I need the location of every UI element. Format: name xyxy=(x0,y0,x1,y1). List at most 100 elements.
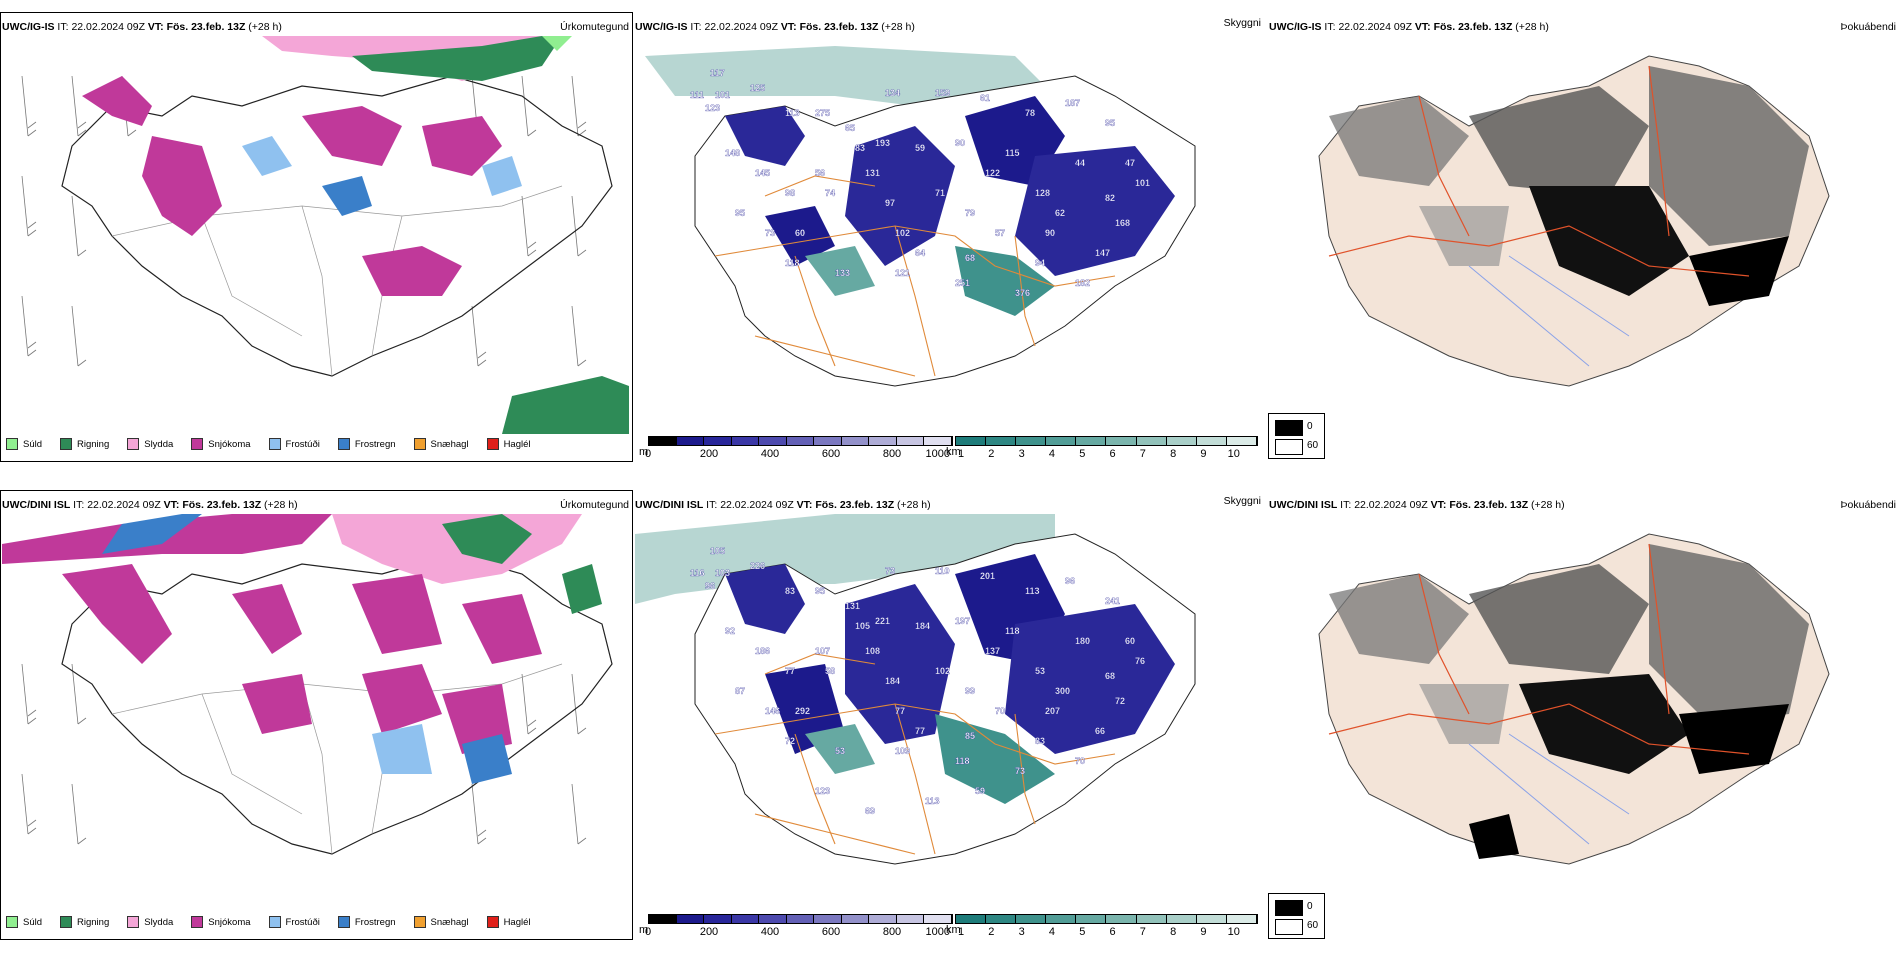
height-tick: 200 xyxy=(699,926,719,938)
visibility-label: 62 xyxy=(1055,208,1065,218)
height-tick: 0 xyxy=(644,926,652,938)
precip-areas xyxy=(82,36,629,434)
legend-item: Rigning xyxy=(60,916,109,928)
vis-tick: 9 xyxy=(1200,926,1207,938)
visibility-label: 70 xyxy=(995,706,1005,716)
fog-index-panel: UWC/DINI ISL IT: 22.02.2024 09Z VT: Fös.… xyxy=(1267,490,1900,960)
it-label: IT: xyxy=(57,21,69,33)
visibility-label: 57 xyxy=(995,228,1005,238)
lead-time: (+28 h) xyxy=(897,499,931,511)
legend-label: Súld xyxy=(23,916,43,928)
it-label: IT: xyxy=(706,499,718,511)
vt-value: Fös. 23.feb. 13Z xyxy=(799,21,879,33)
visibility-color-step xyxy=(1226,437,1257,445)
legend-swatch xyxy=(486,438,499,450)
height-colorbar-strip xyxy=(648,436,953,446)
visibility-color-step xyxy=(1226,915,1257,923)
fog-legend-high: 60 xyxy=(1307,440,1319,451)
visibility-label: 102 xyxy=(935,666,950,676)
visibility-label: 168 xyxy=(1115,218,1130,228)
model-name: UWC/DINI ISL xyxy=(2,499,71,511)
legend-item: Súld xyxy=(6,916,42,928)
visibility-label: 184 xyxy=(885,676,900,686)
legend-swatch xyxy=(60,438,73,450)
height-tick: 1000 xyxy=(925,926,950,938)
lead-time: (+28 h) xyxy=(264,499,298,511)
visibility-label: 97 xyxy=(885,198,895,208)
visibility-label: 77 xyxy=(785,666,795,676)
height-color-step xyxy=(649,915,677,923)
visibility-label: 115 xyxy=(1005,148,1020,158)
panel-title: Skyggni xyxy=(1223,495,1261,507)
visibility-label: 53 xyxy=(1035,666,1045,676)
fog-legend-swatch-low xyxy=(1275,420,1303,436)
lead-time: (+28 h) xyxy=(248,21,282,33)
panel-title: Þokuábendi xyxy=(1840,21,1896,33)
visibility-label: 60 xyxy=(795,228,805,238)
visibility-label: 193 xyxy=(875,138,890,148)
vt-value: Fös. 23.feb. 13Z xyxy=(166,21,246,33)
legend-item: Rigning xyxy=(60,438,109,450)
vis-tick: 3 xyxy=(1018,448,1025,460)
visibility-label: 118 xyxy=(785,258,800,268)
vis-tick: 8 xyxy=(1170,448,1177,460)
height-color-step xyxy=(676,437,705,445)
it-value: 22.02.2024 09Z xyxy=(720,499,794,511)
legend-label: Frostúði xyxy=(285,916,320,928)
visibility-label: 71 xyxy=(935,188,945,198)
visibility-panel: UWC/DINI ISL IT: 22.02.2024 09Z VT: Fös.… xyxy=(633,490,1263,960)
height-color-step xyxy=(704,915,732,923)
legend-label: Snæhagl xyxy=(430,438,469,450)
legend-item: Snæhagl xyxy=(413,438,469,450)
visibility-label: 108 xyxy=(865,646,880,656)
row-dini: UWC/DINI ISL IT: 22.02.2024 09Z VT: Fös.… xyxy=(0,490,1900,960)
vt-label: VT: xyxy=(1430,499,1447,511)
it-value: 22.02.2024 09Z xyxy=(704,21,778,33)
legend-label: Haglél xyxy=(503,916,531,928)
legend-swatch xyxy=(6,438,18,450)
visibility-label: 105 xyxy=(710,546,725,556)
legend-item: Haglél xyxy=(486,438,531,450)
vis-tick: 3 xyxy=(1018,926,1025,938)
height-tick: 0 xyxy=(644,448,652,460)
vis-tick: 5 xyxy=(1079,926,1086,938)
height-color-step xyxy=(676,915,705,923)
legend-item: Frostregn xyxy=(337,438,396,450)
it-label: IT: xyxy=(1324,21,1336,33)
visibility-label: 376 xyxy=(1015,288,1030,298)
visibility-panel: UWC/IG-IS IT: 22.02.2024 09Z VT: Fös. 23… xyxy=(633,12,1263,482)
visibility-label: 58 xyxy=(825,666,835,676)
vt-value: Fös. 23.feb. 13Z xyxy=(815,499,895,511)
vis-tick: 9 xyxy=(1200,448,1207,460)
visibility-colorbar: 1 2 3 4 5 6 7 8 9 10 km xyxy=(946,436,1258,464)
visibility-color-step xyxy=(1136,915,1167,923)
visibility-label: 113 xyxy=(925,796,940,806)
model-name: UWC/IG-IS xyxy=(1269,21,1322,33)
visibility-label: 159 xyxy=(935,88,950,98)
vis-tick: 2 xyxy=(988,448,995,460)
height-color-step xyxy=(649,437,677,445)
visibility-label: 69 xyxy=(865,806,875,816)
height-color-step xyxy=(896,915,925,923)
visibility-label: 184 xyxy=(915,621,930,631)
panel-header: UWC/IG-IS IT: 22.02.2024 09Z VT: Fös. 23… xyxy=(635,21,915,33)
vis-tick: 4 xyxy=(1048,448,1056,460)
panel-title: Þokuábendi xyxy=(1840,499,1896,511)
visibility-label: 201 xyxy=(980,571,995,581)
visibility-colorbar-strip xyxy=(955,914,1258,924)
legend-item: Slydda xyxy=(127,438,173,450)
fog-legend: 0 60 xyxy=(1268,413,1325,459)
height-color-step xyxy=(841,437,870,445)
legend-item: Frostregn xyxy=(337,916,396,928)
precip-map-frame xyxy=(0,12,633,462)
visibility-colorbar-strip xyxy=(955,436,1258,446)
vis-tick: 10 xyxy=(1227,926,1240,938)
panel-title: Úrkomutegund xyxy=(560,499,629,511)
vt-label: VT: xyxy=(796,499,813,511)
height-tick: 200 xyxy=(699,448,719,460)
vis-tick: 7 xyxy=(1139,448,1146,460)
height-tick: 400 xyxy=(760,448,780,460)
it-value: 22.02.2024 09Z xyxy=(1354,499,1428,511)
precip-legend: Súld Rigning Slydda Snjókoma Frostúði Fr… xyxy=(6,438,531,450)
